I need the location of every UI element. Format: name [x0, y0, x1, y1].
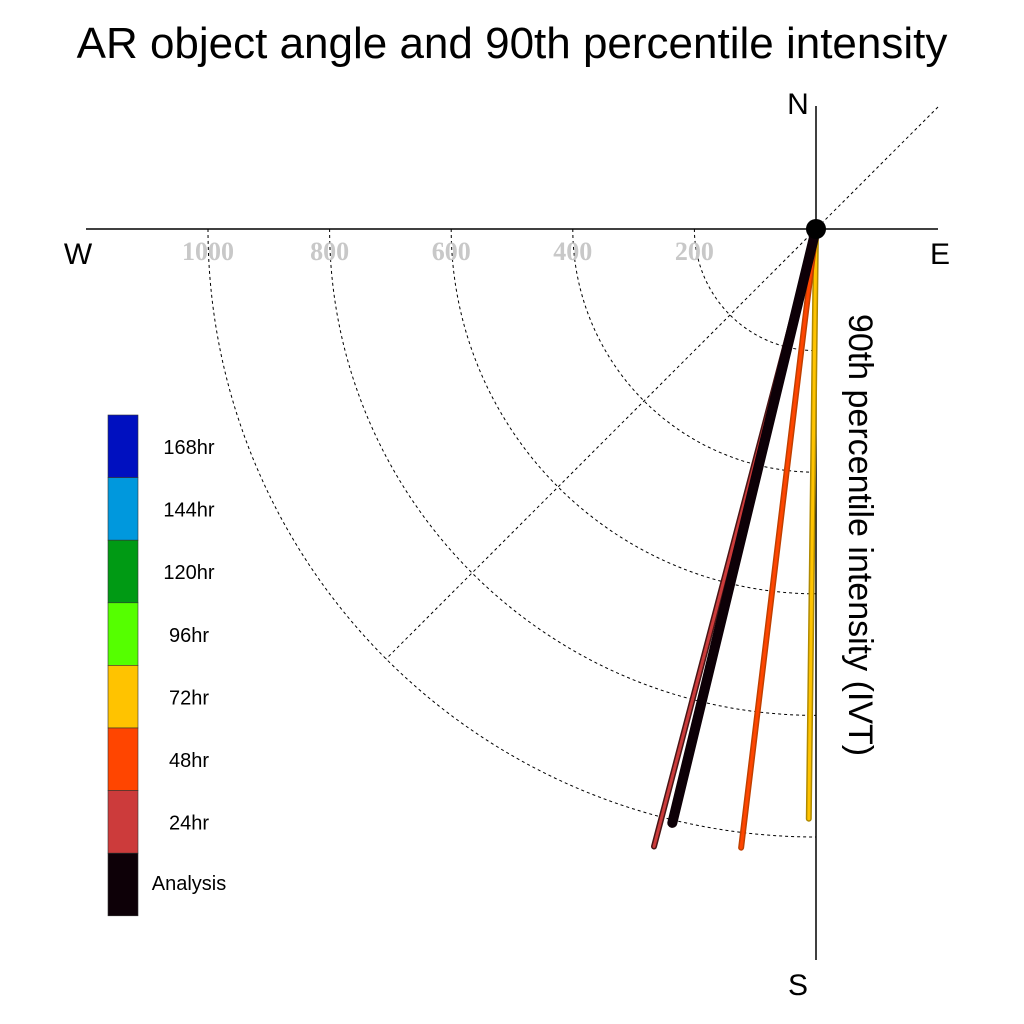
compass-west-label: W: [64, 238, 93, 271]
legend-label: 96hr: [169, 625, 209, 647]
legend-swatch: [107, 790, 139, 854]
legend-swatch: [107, 665, 139, 729]
radial-tick-label: 600: [432, 237, 471, 266]
diagonal-gridline: [385, 106, 939, 660]
radial-tick-label: 200: [675, 237, 714, 266]
legend-swatch: [107, 477, 139, 541]
legend: 168hr 144hr 120hr 96hr 72hr 48hr 24hr Analysis: [107, 414, 226, 917]
compass-south-label: S: [788, 969, 808, 1002]
legend-label: 168hr: [163, 437, 214, 459]
legend-label: 48hr: [169, 750, 209, 772]
origin-marker: [806, 219, 826, 239]
vector-72hr: [807, 227, 818, 821]
radial-tick-label: 800: [310, 237, 349, 266]
radial-tick-labels: 200 400 600 800 1000: [182, 237, 714, 266]
legend-label: 24hr: [169, 813, 209, 835]
compass-east-label: E: [930, 238, 950, 271]
legend-label: 144hr: [163, 500, 214, 522]
legend-label: 72hr: [169, 687, 209, 709]
legend-label: Analysis: [152, 873, 226, 895]
radial-tick-label: 1000: [182, 237, 234, 266]
legend-swatch: [107, 852, 139, 917]
legend-swatch: [107, 414, 139, 478]
vector-48hr: [739, 227, 818, 850]
grid-arc-0: [693, 228, 817, 352]
legend-swatch: [107, 539, 139, 604]
grid-arc-2: [450, 228, 817, 595]
vector-layer: [651, 224, 821, 851]
radial-tick-label: 400: [553, 237, 592, 266]
legend-swatch: [107, 602, 139, 666]
chart-title: AR object angle and 90th percentile inte…: [77, 19, 948, 68]
vector-analysis: [667, 224, 821, 828]
legend-swatch: [107, 727, 139, 791]
compass-north-label: N: [787, 88, 809, 121]
grid-layer: [207, 106, 939, 838]
grid-arc-4: [207, 228, 817, 838]
legend-label: 120hr: [163, 562, 214, 584]
y-axis-label: 90th percentile intensity (IVT): [841, 314, 879, 756]
